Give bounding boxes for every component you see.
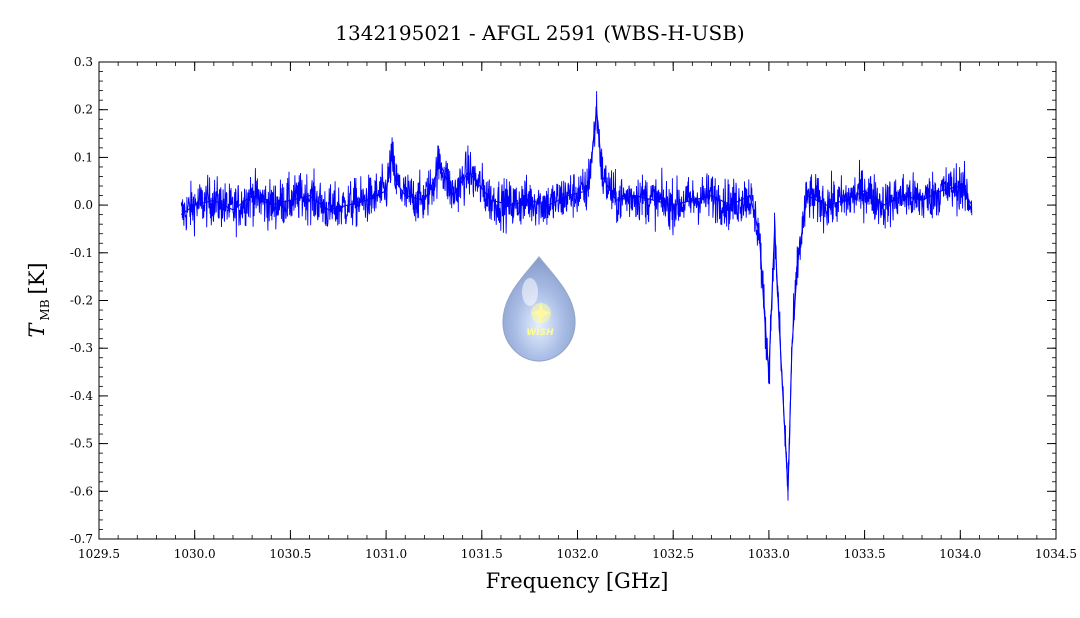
plot-frame	[98, 61, 1057, 540]
y-axis-label: TMB[K]	[25, 262, 52, 337]
x-tick-label: 1031.5	[461, 547, 503, 561]
spectrum-envelope	[180, 109, 973, 492]
y-tick-label: -0.2	[70, 294, 93, 308]
x-tick-label: 1033.5	[844, 547, 886, 561]
x-tick-label: 1034.0	[939, 547, 981, 561]
svg-text:TMB[K]: TMB[K]	[25, 262, 52, 337]
x-tick-label: 1031.0	[365, 547, 407, 561]
y-tick-label: -0.5	[70, 437, 93, 451]
y-tick-label: 0.2	[74, 103, 93, 117]
svg-text:WISH: WISH	[526, 328, 554, 338]
x-tick-label: 1029.5	[78, 547, 120, 561]
y-tick-label: -0.1	[70, 246, 93, 260]
y-tick-label: 0.0	[74, 198, 93, 212]
y-tick-label: 0.1	[74, 150, 93, 164]
x-tick-label: 1034.5	[1035, 547, 1077, 561]
wish-logo: WISH	[502, 256, 576, 362]
chart-title: 1342195021 - AFGL 2591 (WBS-H-USB)	[335, 21, 744, 45]
x-tick-label: 1033.0	[748, 547, 790, 561]
x-tick-label: 1030.0	[174, 547, 216, 561]
y-tick-label: 0.3	[74, 55, 93, 69]
y-tick-label: -0.3	[70, 341, 93, 355]
x-tick-label: 1030.5	[269, 547, 311, 561]
spectrum-line	[180, 91, 973, 501]
y-tick-label: -0.4	[70, 389, 94, 403]
y-tick-label: -0.7	[70, 532, 93, 546]
y-tick-label: -0.6	[70, 484, 93, 498]
x-axis-label: Frequency [GHz]	[486, 569, 669, 593]
x-tick-label: 1032.0	[557, 547, 599, 561]
x-tick-label: 1032.5	[652, 547, 694, 561]
